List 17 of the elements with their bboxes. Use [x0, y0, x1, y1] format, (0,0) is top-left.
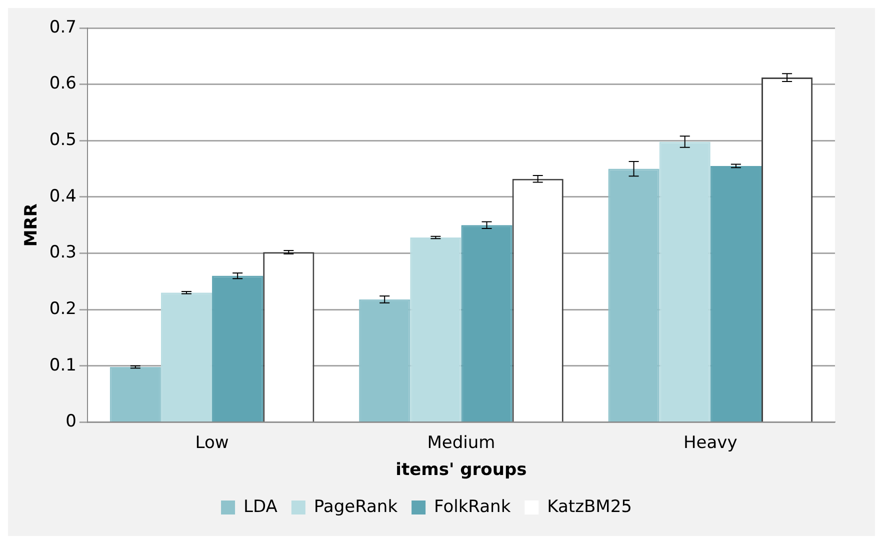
legend-label: FolkRank — [434, 496, 511, 517]
y-tick-label: 0.5 — [49, 130, 76, 150]
y-tick-label: 0.3 — [49, 242, 76, 263]
x-axis-title: items' groups — [396, 460, 527, 480]
y-axis-title: MRR — [22, 204, 42, 247]
y-tick-label: 0.7 — [49, 17, 76, 38]
x-tick-label: Low — [195, 432, 229, 453]
y-tick-label: 0.2 — [49, 298, 76, 319]
legend-label: PageRank — [314, 496, 398, 517]
y-tick-label: 0.4 — [49, 186, 76, 206]
x-tick-label: Heavy — [684, 432, 738, 453]
y-tick-label: 0.6 — [49, 74, 76, 94]
legend-label: KatzBM25 — [547, 496, 632, 517]
y-tick-label: 0 — [66, 412, 76, 432]
y-tick-label: 0.1 — [49, 355, 76, 376]
legend-label: LDA — [244, 496, 278, 517]
x-tick-label: Medium — [427, 432, 496, 453]
